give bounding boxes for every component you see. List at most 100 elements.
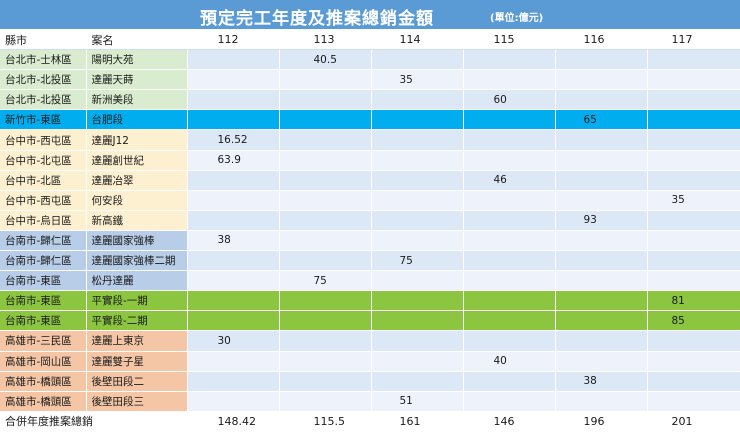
value-cell — [555, 290, 648, 312]
value-cell — [463, 290, 556, 312]
value-cell: 30 — [187, 330, 280, 352]
value-cell — [463, 109, 556, 131]
table-row: 台中市-西屯區 達麗J12 16.52 — [0, 129, 740, 151]
value-cell — [371, 290, 464, 312]
project-cell: 新高鐵 — [86, 210, 188, 231]
column-header: 113 — [279, 30, 372, 51]
column-header: 112 — [187, 30, 280, 51]
page-title: 預定完工年度及推案總銷金額 — [200, 9, 434, 29]
city-cell: 新竹市-東區 — [0, 109, 87, 131]
city-cell: 台中市-西屯區 — [0, 129, 87, 151]
project-cell: 達麗天蒔 — [86, 69, 188, 91]
city-cell: 台中市-西屯區 — [0, 190, 87, 211]
sales-table: 縣市 案名 112 113 114 115 116 117 台北市-士林區 陽明大苑 40.5 台北市… — [0, 30, 740, 432]
value-cell — [187, 109, 280, 131]
value-cell — [371, 190, 464, 211]
city-cell: 高雄市-三民區 — [0, 330, 87, 352]
project-cell: 達麗雙子星 — [86, 351, 188, 372]
value-cell — [647, 230, 740, 252]
value-cell — [555, 190, 648, 211]
value-cell — [463, 330, 556, 352]
value-cell — [555, 310, 648, 332]
value-cell — [279, 230, 372, 252]
value-cell — [647, 391, 740, 412]
city-cell: 台北市-士林區 — [0, 49, 87, 71]
value-cell — [371, 170, 464, 191]
table-row: 新竹市-東區 台肥段 65 — [0, 109, 740, 131]
table-row: 台中市-北屯區 達麗創世紀 63.9 — [0, 150, 740, 171]
total-label: 合併年度推案總銷 — [0, 410, 188, 432]
value-cell — [647, 330, 740, 352]
total-value: 148.42 — [187, 410, 280, 432]
value-cell — [187, 371, 280, 392]
column-header: 案名 — [86, 30, 188, 51]
project-cell: 達麗冶翠 — [86, 170, 188, 191]
value-cell — [371, 351, 464, 372]
value-cell — [555, 391, 648, 412]
value-cell — [555, 351, 648, 372]
project-cell: 新洲美段 — [86, 89, 188, 111]
value-cell: 46 — [463, 170, 556, 191]
project-cell: 後壁田段三 — [86, 391, 188, 412]
column-header: 115 — [463, 30, 556, 51]
total-value: 201 — [647, 410, 740, 432]
project-cell: 松丹達麗 — [86, 270, 188, 292]
column-header: 117 — [647, 30, 740, 51]
value-cell: 40 — [463, 351, 556, 372]
table-row: 高雄市-岡山區 達麗雙子星 40 — [0, 351, 740, 372]
value-cell — [647, 109, 740, 131]
value-cell — [371, 371, 464, 392]
value-cell — [647, 69, 740, 91]
value-cell — [279, 170, 372, 191]
value-cell — [463, 150, 556, 171]
value-cell — [555, 230, 648, 252]
city-cell: 高雄市-橋頭區 — [0, 371, 87, 392]
total-row: 合併年度推案總銷 148.42 115.5 161 146 196 201 — [0, 410, 740, 432]
value-cell — [187, 351, 280, 372]
value-cell: 65 — [555, 109, 648, 131]
city-cell: 高雄市-岡山區 — [0, 351, 87, 372]
value-cell — [555, 170, 648, 191]
value-cell — [279, 69, 372, 91]
value-cell: 85 — [647, 310, 740, 332]
value-cell — [279, 190, 372, 211]
value-cell — [371, 270, 464, 292]
value-cell — [187, 290, 280, 312]
value-cell — [463, 391, 556, 412]
city-cell: 台中市-北屯區 — [0, 150, 87, 171]
project-cell: 達麗J12 — [86, 129, 188, 151]
value-cell: 16.52 — [187, 129, 280, 151]
total-value: 146 — [463, 410, 556, 432]
table-row: 高雄市-橋頭區 後壁田段二 38 — [0, 371, 740, 392]
value-cell: 75 — [279, 270, 372, 292]
value-cell — [279, 210, 372, 231]
value-cell — [279, 89, 372, 111]
value-cell — [187, 210, 280, 231]
value-cell — [463, 371, 556, 392]
value-cell — [555, 89, 648, 111]
table-row: 台南市-東區 松丹達麗 75 — [0, 270, 740, 292]
city-cell: 台北市-北投區 — [0, 89, 87, 111]
value-cell — [463, 190, 556, 211]
value-cell — [647, 129, 740, 151]
city-cell: 台南市-東區 — [0, 290, 87, 312]
value-cell — [555, 129, 648, 151]
value-cell — [371, 129, 464, 151]
project-cell: 達麗上東京 — [86, 330, 188, 352]
value-cell — [187, 270, 280, 292]
value-cell: 63.9 — [187, 150, 280, 171]
value-cell — [463, 49, 556, 71]
title-bar: 預定完工年度及推案總銷金額 (單位:億元) — [0, 0, 740, 29]
value-cell — [371, 210, 464, 231]
value-cell — [647, 270, 740, 292]
value-cell: 93 — [555, 210, 648, 231]
value-cell — [647, 150, 740, 171]
value-cell — [463, 69, 556, 91]
value-cell — [187, 170, 280, 191]
table-row: 台南市-歸仁區 達麗國家強棒 38 — [0, 230, 740, 252]
value-cell — [187, 190, 280, 211]
header-row: 縣市 案名 112 113 114 115 116 117 — [0, 30, 740, 51]
value-cell — [647, 49, 740, 71]
value-cell: 38 — [187, 230, 280, 252]
table-body: 縣市 案名 112 113 114 115 116 117 台北市-士林區 陽明大苑 40.5 台北市… — [0, 30, 740, 432]
